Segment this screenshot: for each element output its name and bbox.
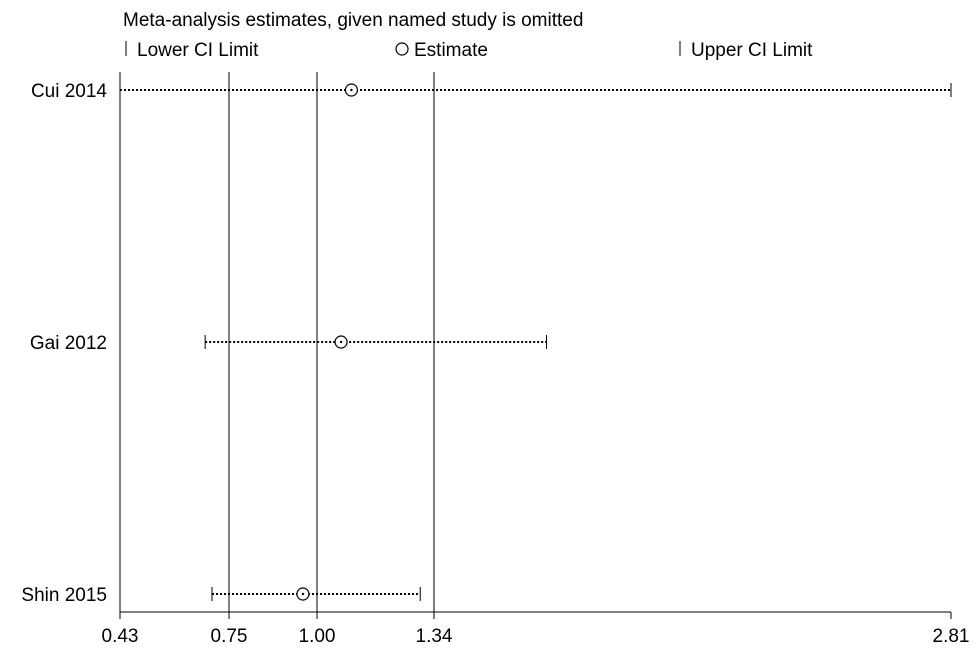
x-axis-ticks: 0.43 0.75 1.00 1.34 2.81 bbox=[102, 612, 970, 647]
x-tick-label-1: 0.75 bbox=[211, 626, 248, 647]
study-label-0: Cui 2014 bbox=[31, 81, 107, 102]
study-label-2: Shin 2015 bbox=[21, 585, 107, 606]
legend-estimate-marker bbox=[395, 42, 409, 56]
x-tick-label-0: 0.43 bbox=[102, 626, 139, 647]
x-tick-label-3: 1.34 bbox=[416, 626, 453, 647]
legend-upper-label: Upper CI Limit bbox=[691, 40, 813, 61]
legend-estimate-label: Estimate bbox=[414, 40, 488, 61]
study-row-2: Shin 2015 bbox=[21, 585, 421, 606]
study-label-1: Gai 2012 bbox=[30, 333, 107, 354]
study-row-1: Gai 2012 bbox=[30, 333, 548, 354]
estimate-center-1 bbox=[339, 340, 343, 344]
legend-item-estimate: Estimate bbox=[395, 40, 488, 61]
legend-lower-label: Lower CI Limit bbox=[137, 40, 259, 61]
x-tick-label-2: 1.00 bbox=[299, 626, 336, 647]
study-rows: Cui 2014 Gai 2012 Shin 2015 bbox=[21, 81, 952, 606]
legend: Lower CI Limit Estimate Upper CI Limit bbox=[125, 40, 813, 61]
legend-item-lower: Lower CI Limit bbox=[125, 40, 259, 61]
estimate-center-0 bbox=[350, 88, 353, 92]
estimate-center-2 bbox=[301, 592, 305, 596]
legend-item-upper: Upper CI Limit bbox=[679, 40, 813, 61]
study-row-0: Cui 2014 bbox=[31, 81, 952, 102]
chart-title: Meta-analysis estimates, given named stu… bbox=[123, 10, 583, 31]
x-tick-label-4: 2.81 bbox=[933, 626, 970, 647]
